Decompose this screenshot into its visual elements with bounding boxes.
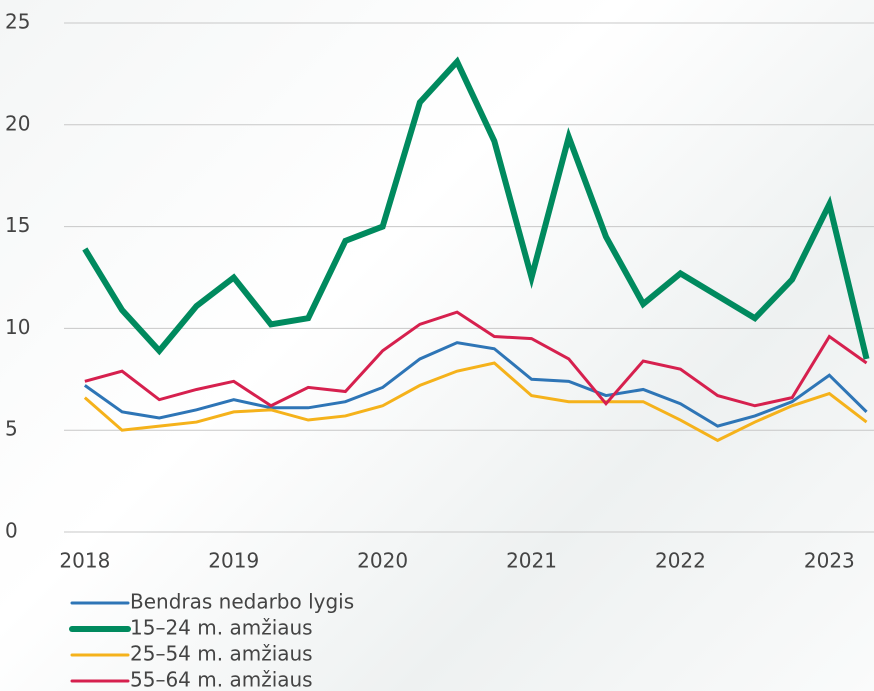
series-line <box>83 361 868 443</box>
x-tick-label: 2020 <box>357 549 408 573</box>
y-tick-label: 15 <box>5 213 30 237</box>
series-line <box>84 310 868 408</box>
x-tick-label: 2021 <box>506 549 557 573</box>
legend-label: 55–64 m. amžiaus <box>130 668 313 691</box>
legend-label: 25–54 m. amžiaus <box>130 642 313 666</box>
y-tick-label: 25 <box>5 10 30 34</box>
x-tick-label: 2022 <box>655 549 706 573</box>
x-tick-label: 2018 <box>59 549 110 573</box>
y-tick-label: 0 <box>5 519 18 543</box>
legend-label: Bendras nedarbo lygis <box>130 590 354 614</box>
x-tick-label: 2019 <box>208 549 259 573</box>
legend-label: 15–24 m. amžiaus <box>130 616 313 640</box>
y-tick-label: 20 <box>5 111 30 135</box>
series-line <box>83 341 868 428</box>
series-line <box>82 56 870 360</box>
y-tick-label: 10 <box>5 315 30 339</box>
y-tick-label: 5 <box>5 417 18 441</box>
x-tick-label: 2023 <box>804 549 855 573</box>
